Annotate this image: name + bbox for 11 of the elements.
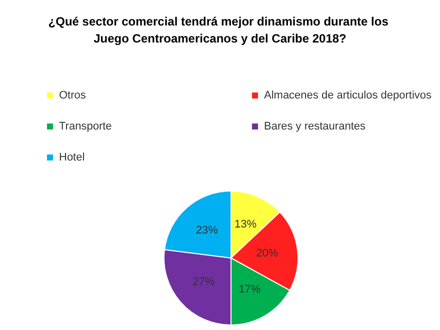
chart-title: ¿Qué sector comercial tendrá mejor dinamismo durante los Juego Centroamericanos y del Caribe 2018? [48,14,392,46]
legend-label: Transporte [59,120,112,132]
data-label: 13% [234,218,257,230]
data-label: 23% [196,224,218,237]
data-label: 17% [238,283,261,296]
legend-label: Otros [59,90,86,102]
legend-label: Bares y restaurantes [264,120,366,132]
data-label: 27% [192,276,215,288]
legend-label: Almacenes de articulos deportivos [264,90,432,102]
data-label: 20% [256,247,278,260]
legend-label: Hotel [59,152,85,164]
